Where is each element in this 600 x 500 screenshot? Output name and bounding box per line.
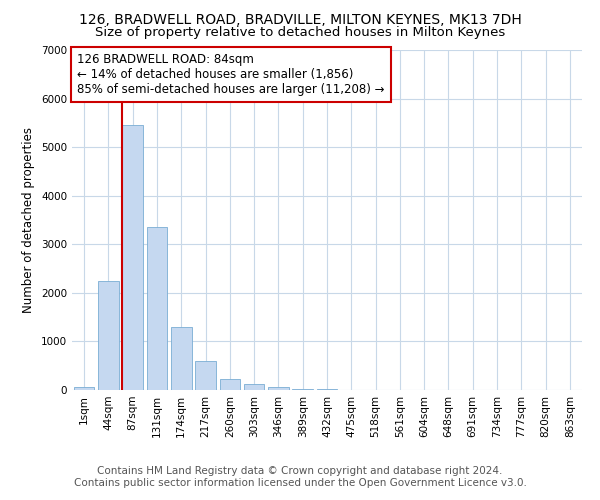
Bar — [171, 327, 191, 390]
Bar — [220, 380, 240, 390]
Text: Contains HM Land Registry data © Crown copyright and database right 2024.
Contai: Contains HM Land Registry data © Crown c… — [74, 466, 526, 487]
Y-axis label: Number of detached properties: Number of detached properties — [22, 127, 35, 313]
Bar — [195, 361, 216, 390]
Text: Size of property relative to detached houses in Milton Keynes: Size of property relative to detached ho… — [95, 26, 505, 39]
Text: 126 BRADWELL ROAD: 84sqm
← 14% of detached houses are smaller (1,856)
85% of sem: 126 BRADWELL ROAD: 84sqm ← 14% of detach… — [77, 54, 385, 96]
Bar — [268, 387, 289, 390]
Bar — [244, 384, 265, 390]
Bar — [122, 126, 143, 390]
Text: 126, BRADWELL ROAD, BRADVILLE, MILTON KEYNES, MK13 7DH: 126, BRADWELL ROAD, BRADVILLE, MILTON KE… — [79, 12, 521, 26]
Bar — [292, 389, 313, 390]
Bar — [98, 280, 119, 390]
Bar — [74, 388, 94, 390]
Bar — [146, 228, 167, 390]
